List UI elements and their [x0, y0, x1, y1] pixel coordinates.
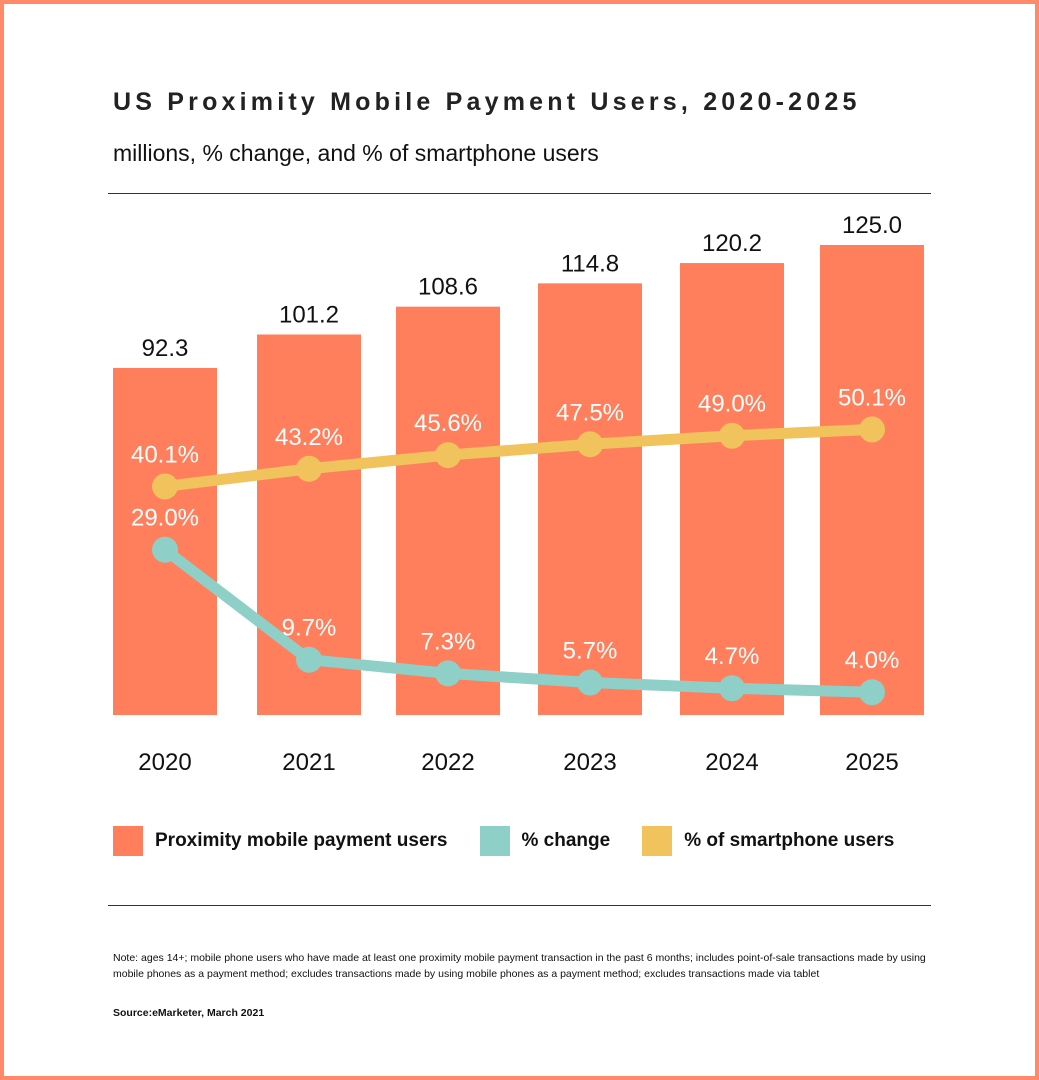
bar-value-label: 120.2	[702, 230, 762, 257]
legend-label: % change	[521, 830, 611, 851]
bar	[396, 306, 500, 715]
bar-value-label: 114.8	[561, 250, 619, 277]
data-point	[719, 422, 745, 449]
legend-swatch	[479, 826, 510, 856]
point-value-label: 40.1%	[131, 441, 199, 468]
point-value-label: 43.2%	[275, 424, 343, 451]
data-point	[296, 455, 322, 482]
x-tick-label: 2021	[282, 749, 335, 776]
point-value-label: 50.1%	[838, 384, 906, 411]
legend-swatch	[642, 826, 673, 856]
source: Source:eMarketer, March 2021	[113, 1007, 265, 1019]
legend-item-smartphone: % of smartphone users	[642, 826, 894, 856]
data-point	[152, 473, 178, 500]
chart-title: US Proximity Mobile Payment Users, 2020-…	[113, 88, 861, 116]
point-value-label: 9.7%	[282, 615, 337, 642]
point-value-label: 45.6%	[414, 410, 482, 437]
point-value-label: 49.0%	[698, 391, 766, 418]
bar	[538, 283, 642, 715]
bar	[820, 245, 924, 715]
legend-item-change: % change	[479, 826, 611, 856]
data-point	[435, 442, 461, 469]
data-point	[577, 431, 603, 458]
legend-label: % of smartphone users	[684, 830, 895, 851]
data-point	[719, 675, 745, 702]
point-value-label: 7.3%	[421, 628, 476, 655]
legend: Proximity mobile payment users % change …	[113, 826, 926, 856]
point-value-label: 4.7%	[705, 643, 760, 670]
chart-plot: 92.3 101.2 108.6 114.8 120.2 125.0 2020 2021 202…	[113, 212, 924, 776]
data-point	[859, 416, 885, 443]
point-value-label: 47.5%	[556, 399, 624, 426]
x-tick-label: 2024	[705, 749, 758, 776]
data-point	[577, 669, 603, 696]
point-value-label: 5.7%	[563, 638, 618, 665]
legend-item-users: Proximity mobile payment users	[113, 826, 448, 856]
x-tick-label: 2022	[421, 749, 474, 776]
top-divider	[108, 193, 931, 194]
point-value-label: 29.0%	[131, 505, 199, 532]
bar-value-label: 125.0	[842, 212, 902, 239]
x-tick-label: 2020	[138, 749, 191, 776]
bar-value-label: 108.6	[418, 274, 478, 301]
point-value-label: 4.0%	[845, 647, 900, 674]
data-point	[152, 536, 178, 563]
bottom-divider	[108, 905, 931, 906]
footnote: Note: ages 14+; mobile phone users who h…	[113, 952, 926, 980]
legend-label: Proximity mobile payment users	[155, 830, 448, 851]
bar-value-label: 92.3	[142, 335, 189, 362]
series-line	[161, 545, 873, 698]
data-point	[435, 660, 461, 687]
x-tick-label: 2023	[563, 749, 616, 776]
series-line	[164, 423, 873, 492]
chart-subtitle: millions, % change, and % of smartphone …	[113, 140, 599, 166]
bar	[680, 263, 784, 715]
x-tick-label: 2025	[845, 749, 898, 776]
data-point	[296, 646, 322, 673]
legend-swatch	[113, 826, 143, 856]
bar-value-label: 101.2	[279, 301, 339, 328]
data-point	[859, 679, 885, 706]
